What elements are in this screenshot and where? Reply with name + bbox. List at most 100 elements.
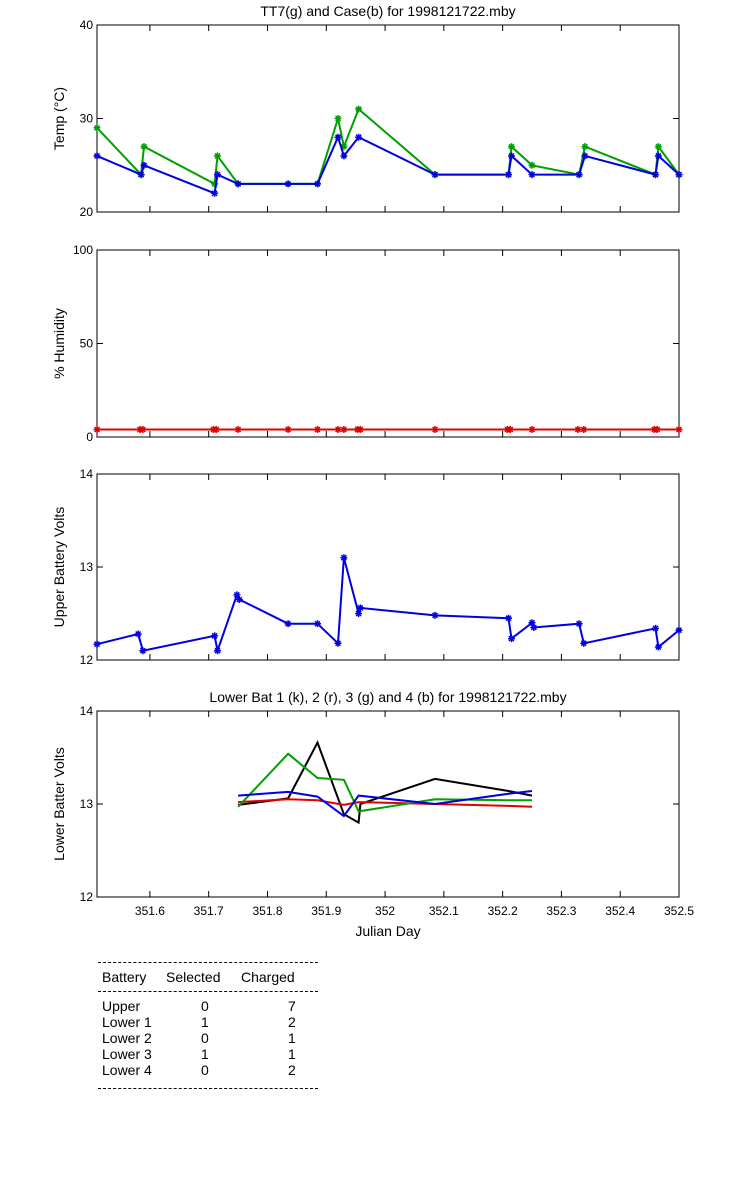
data-point bbox=[528, 619, 536, 627]
data-point bbox=[211, 180, 219, 188]
x-tick-label: 352 bbox=[375, 904, 395, 918]
table-cell: 0 bbox=[201, 1062, 209, 1078]
x-tick-label: 351.8 bbox=[252, 904, 282, 918]
data-point bbox=[508, 143, 515, 151]
table-cell: 2 bbox=[288, 1062, 296, 1078]
y-tick-label: 20 bbox=[80, 205, 94, 219]
data-point bbox=[233, 591, 241, 599]
data-point bbox=[234, 426, 242, 433]
table-cell: 0 bbox=[201, 1030, 209, 1046]
data-point bbox=[654, 143, 662, 151]
data-point bbox=[140, 143, 148, 151]
data-point bbox=[134, 630, 142, 638]
data-point bbox=[214, 647, 221, 655]
data-point bbox=[505, 614, 512, 622]
data-point bbox=[653, 426, 661, 433]
data-point bbox=[214, 171, 221, 179]
data-point bbox=[340, 554, 348, 562]
x-tick-label: 351.9 bbox=[311, 904, 341, 918]
data-point bbox=[575, 620, 583, 628]
data-point bbox=[284, 620, 292, 628]
data-point bbox=[675, 426, 683, 433]
table-cell: 1 bbox=[288, 1030, 296, 1046]
y-tick-label: 30 bbox=[80, 112, 94, 126]
x-tick-label: 352.2 bbox=[488, 904, 518, 918]
series-line-2 bbox=[238, 798, 533, 808]
table-cell: Lower 1 bbox=[102, 1014, 152, 1030]
plot-frame bbox=[96, 24, 680, 213]
data-point bbox=[575, 171, 583, 179]
data-point bbox=[93, 640, 101, 648]
plot-frame bbox=[96, 473, 680, 661]
data-point bbox=[581, 152, 589, 160]
y-tick-label: 12 bbox=[80, 653, 94, 667]
series-line-1 bbox=[96, 557, 680, 655]
y-tick-label: 13 bbox=[80, 560, 94, 574]
data-point bbox=[355, 610, 363, 617]
data-point bbox=[581, 143, 589, 151]
data-point bbox=[654, 152, 662, 160]
data-point bbox=[234, 180, 242, 188]
data-point bbox=[654, 643, 662, 651]
data-point bbox=[356, 426, 364, 433]
data-point bbox=[505, 171, 512, 179]
data-point bbox=[508, 152, 515, 160]
y-axis-label: Lower Batter Volts bbox=[51, 747, 67, 861]
table-divider-header bbox=[98, 991, 318, 992]
y-tick-label: 13 bbox=[80, 797, 94, 811]
y-tick-label: 50 bbox=[80, 337, 94, 351]
data-point bbox=[139, 426, 147, 433]
table-row: Upper 0 7 bbox=[98, 998, 318, 1014]
table-cell: 1 bbox=[288, 1046, 296, 1062]
data-point bbox=[211, 632, 219, 640]
x-axis-label: Julian Day bbox=[355, 923, 420, 939]
table-cell: Lower 4 bbox=[102, 1062, 152, 1078]
series-line-4 bbox=[238, 790, 533, 818]
data-point bbox=[284, 180, 292, 188]
data-point bbox=[93, 124, 101, 132]
data-point bbox=[211, 189, 219, 197]
data-point bbox=[355, 133, 363, 141]
data-point bbox=[528, 171, 536, 179]
table-row: Lower 2 0 1 bbox=[98, 1030, 318, 1046]
data-point bbox=[675, 171, 683, 179]
y-tick-label: 14 bbox=[80, 704, 94, 718]
data-point bbox=[340, 152, 348, 160]
table-cell: Lower 2 bbox=[102, 1030, 152, 1046]
table-row: Lower 1 1 2 bbox=[98, 1014, 318, 1030]
data-point bbox=[506, 426, 514, 433]
data-point bbox=[284, 426, 292, 433]
table-row: Lower 4 0 2 bbox=[98, 1062, 318, 1078]
data-point bbox=[93, 426, 101, 433]
y-tick-label: 12 bbox=[80, 890, 94, 904]
table-cell: 1 bbox=[201, 1014, 209, 1030]
series-line-1 bbox=[96, 107, 680, 186]
data-point bbox=[580, 639, 588, 647]
x-tick-label: 351.6 bbox=[135, 904, 165, 918]
plot-title: Lower Bat 1 (k), 2 (r), 3 (g) and 4 (b) … bbox=[209, 689, 566, 705]
table-row: Lower 3 1 1 bbox=[98, 1046, 318, 1062]
y-axis-label: Upper Battery Volts bbox=[51, 507, 67, 628]
table-divider-top bbox=[98, 962, 318, 963]
data-point bbox=[431, 426, 439, 433]
plot-frame bbox=[96, 249, 680, 438]
data-point bbox=[137, 171, 145, 179]
y-axis-label: % Humidity bbox=[51, 308, 67, 379]
x-tick-label: 352.5 bbox=[664, 904, 694, 918]
data-point bbox=[675, 626, 683, 634]
header-battery: Battery bbox=[102, 969, 147, 985]
data-point bbox=[140, 161, 148, 169]
plot-title: TT7(g) and Case(b) for 1998121722.mby bbox=[260, 3, 515, 19]
data-point bbox=[214, 152, 221, 160]
data-point bbox=[235, 596, 243, 603]
data-point bbox=[334, 426, 342, 433]
data-point bbox=[431, 611, 439, 619]
x-tick-label: 352.4 bbox=[605, 904, 635, 918]
y-tick-label: 0 bbox=[86, 430, 93, 444]
data-point bbox=[340, 143, 348, 151]
data-point bbox=[528, 161, 536, 169]
table-cell: 7 bbox=[288, 998, 296, 1014]
x-tick-label: 351.7 bbox=[194, 904, 224, 918]
data-point bbox=[139, 647, 147, 655]
